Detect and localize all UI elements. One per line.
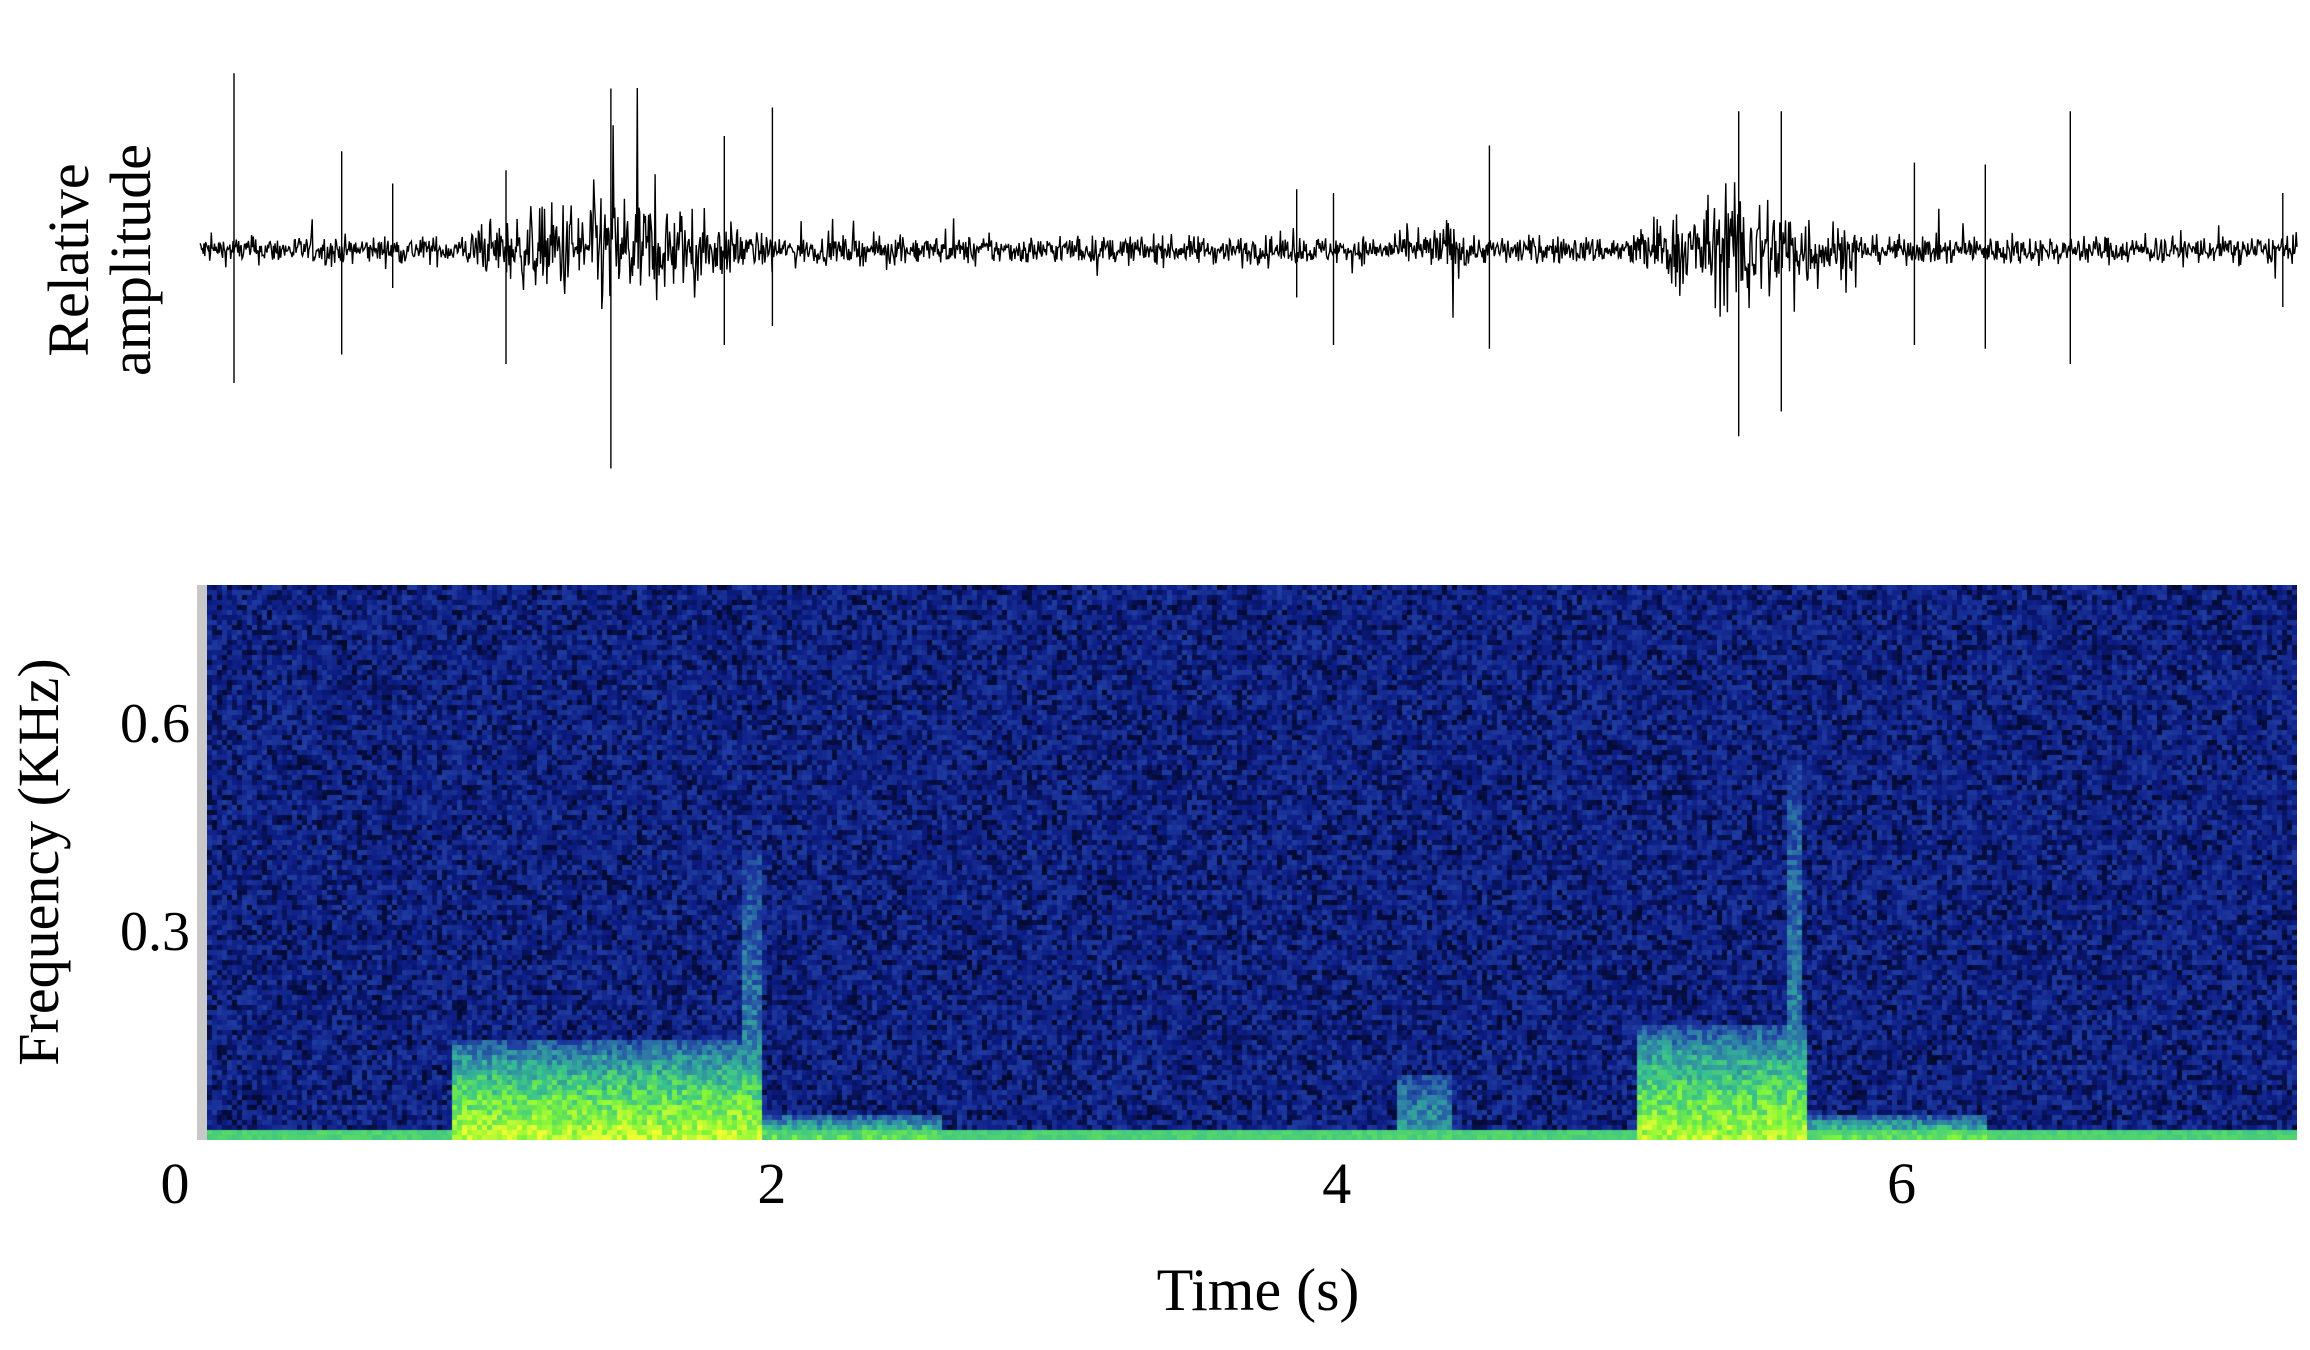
spectrogram-panel: Frequency (KHz) 0.3 0.6 0 2 4 6 Time (s) [6,585,2297,1323]
waveform-ylabel-line2: amplitude [98,144,163,376]
spectrogram-ylabel: Frequency (KHz) [6,658,71,1065]
x-tick-label: 0 [161,1151,190,1216]
y-tick-label: 0.6 [120,693,190,755]
waveform-trace [199,73,2298,469]
x-tick-label: 4 [1322,1151,1351,1216]
x-tick-labels: 0 2 4 6 [161,1151,1917,1216]
y-tick-label: 0.3 [120,901,190,963]
spectrogram-left-edge [197,585,207,1140]
waveform-ylabel-line1: Relative [36,163,101,356]
spectrogram-heatmap [207,585,2297,1140]
x-tick-label: 2 [757,1151,786,1216]
x-axis-label: Time (s) [1157,1257,1360,1323]
y-tick-labels: 0.3 0.6 [120,693,190,963]
waveform-panel: Relative amplitude [36,73,2298,469]
x-tick-label: 6 [1887,1151,1916,1216]
